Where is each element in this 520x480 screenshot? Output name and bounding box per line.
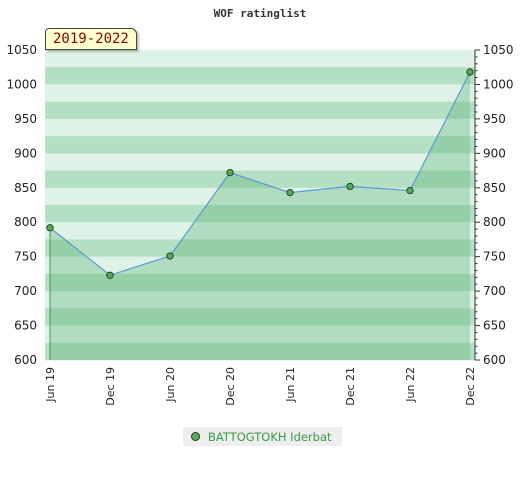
x-tick-label: Jun 21 [284, 367, 297, 403]
data-point [46, 224, 54, 232]
grid-band [45, 67, 475, 85]
y-tick-label-left: 850 [14, 181, 37, 195]
grid-band [45, 153, 475, 171]
y-tick-label-right: 1000 [483, 77, 514, 91]
data-point [406, 186, 414, 195]
x-tick-label: Jun 20 [164, 367, 177, 403]
grid-band [45, 170, 475, 189]
y-tick-label-right: 900 [483, 146, 506, 160]
y-tick-label-left: 650 [14, 319, 37, 333]
chart-title: WOF ratinglist [214, 7, 307, 20]
data-point [226, 168, 234, 177]
rating-area-layer [49, 71, 471, 361]
grid-band [45, 187, 475, 206]
y-tick-label-left: 800 [14, 215, 37, 229]
x-tick-label: Dec 22 [464, 367, 477, 406]
grid-band [45, 205, 475, 223]
period-label: 2019-2022 [45, 28, 137, 50]
y-tick-label-left: 1000 [6, 77, 37, 91]
legend: BATTOGTOKH Iderbat [183, 427, 342, 446]
x-tick-label: Dec 20 [224, 367, 237, 406]
y-tick-label-left: 750 [14, 250, 37, 264]
y-tick-label-left: 900 [14, 146, 37, 160]
y-tick-label-left: 1050 [6, 43, 37, 57]
y-tick-label-right: 600 [483, 353, 506, 367]
data-point [106, 271, 114, 279]
grid-band [45, 308, 475, 326]
data-point [346, 182, 354, 191]
grid-band [45, 325, 475, 344]
grid-band [45, 291, 475, 309]
x-axis: Jun 19 Dec 19 Jun 20 Dec 20 Jun 21 Dec 21 Jun … [44, 367, 477, 406]
rating-area [50, 72, 470, 361]
y-tick-label-right: 750 [483, 250, 506, 264]
grid-band [45, 101, 475, 120]
grid-band [45, 50, 475, 68]
legend-marker-icon [191, 432, 200, 441]
grid-band [45, 222, 475, 240]
grid-band [45, 84, 475, 102]
x-tick-label: Jun 22 [404, 367, 417, 403]
x-tick-label: Dec 19 [104, 367, 117, 406]
y-tick-label-right: 850 [483, 181, 506, 195]
grid-band [45, 342, 475, 361]
y-axis-left: 600 650 700 750 800 850 900 950 1000 1050 [6, 43, 37, 367]
grid-band [45, 118, 475, 137]
x-tick-label: Jun 19 [44, 367, 57, 403]
y-tick-label-right: 950 [483, 112, 506, 126]
data-points [46, 68, 474, 279]
rating-line [49, 71, 471, 276]
y-tick-label-left: 700 [14, 284, 37, 298]
data-point [466, 68, 474, 76]
y-axis-right: 600 650 700 750 800 850 900 950 1000 1050 [474, 43, 514, 367]
y-tick-label-right: 650 [483, 319, 506, 333]
plot-background-bands [45, 50, 475, 361]
data-point [286, 188, 294, 197]
y-tick-label-right: 800 [483, 215, 506, 229]
data-point [166, 252, 174, 260]
x-tick-label: Dec 21 [344, 367, 357, 406]
grid-band [45, 273, 475, 292]
y-tick-label-left: 950 [14, 112, 37, 126]
grid-band [45, 136, 475, 154]
y-tick-label-right: 700 [483, 284, 506, 298]
grid-band [45, 239, 475, 257]
y-tick-label-left: 600 [14, 353, 37, 367]
y-tick-label-right: 1050 [483, 43, 514, 57]
legend-label: BATTOGTOKH Iderbat [208, 429, 332, 444]
